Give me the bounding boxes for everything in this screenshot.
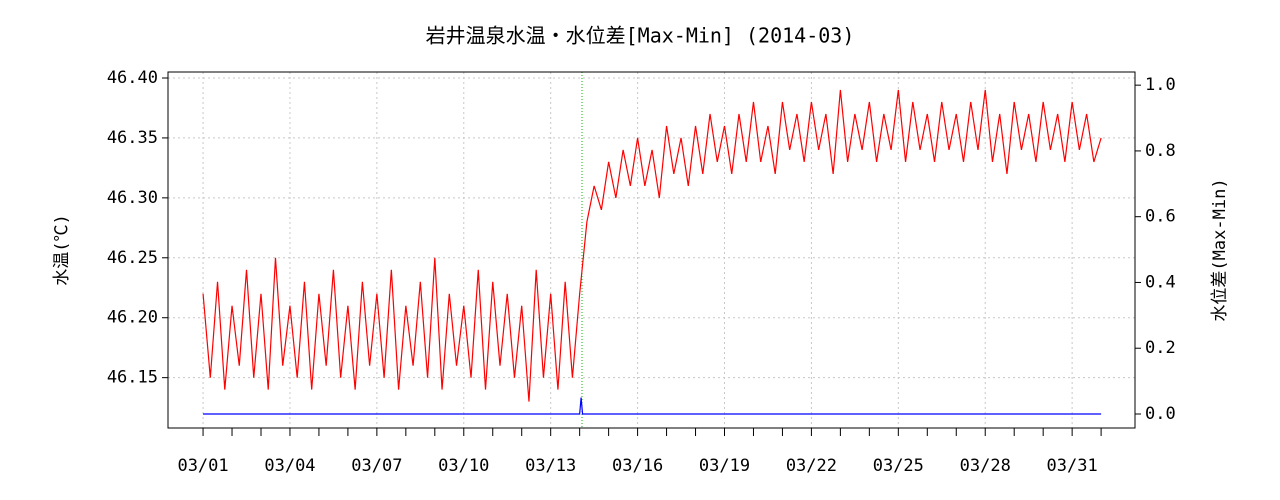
y-tick-label: 46.25 [107, 248, 158, 268]
x-tick-label: 03/10 [438, 456, 489, 476]
y-tick-label: 46.20 [107, 308, 158, 328]
data-line [203, 397, 1102, 415]
y-tick-label: 46.15 [107, 368, 158, 388]
y2-tick-label: 0.0 [1145, 404, 1176, 424]
plot-frame [167, 71, 1136, 429]
x-tick-label: 03/22 [786, 456, 837, 476]
y2-axis-label: 水位差(Max-Min) [1210, 178, 1230, 321]
data-line [202, 89, 1102, 402]
y-tick-label: 46.40 [107, 68, 158, 88]
y-axis-label: 水温(℃) [52, 214, 72, 285]
x-tick-label: 03/07 [351, 456, 402, 476]
y2-tick-label: 0.4 [1145, 272, 1176, 292]
y2-tick-label: 0.8 [1145, 141, 1176, 161]
x-tick-label: 03/19 [699, 456, 750, 476]
x-tick-label: 03/13 [525, 456, 576, 476]
x-tick-label: 03/16 [612, 456, 663, 476]
y2-tick-label: 0.6 [1145, 207, 1176, 227]
y-tick-label: 46.30 [107, 188, 158, 208]
x-tick-label: 03/28 [960, 456, 1011, 476]
x-tick-label: 03/01 [177, 456, 228, 476]
y2-tick-label: 1.0 [1145, 75, 1176, 95]
x-tick-label: 03/04 [264, 456, 315, 476]
x-tick-label: 03/25 [873, 456, 924, 476]
y2-tick-label: 0.2 [1145, 338, 1176, 358]
y-tick-label: 46.35 [107, 128, 158, 148]
x-tick-label: 03/31 [1047, 456, 1098, 476]
chart-title: 岩井温泉水温・水位差[Max-Min] (2014-03) [426, 24, 855, 48]
